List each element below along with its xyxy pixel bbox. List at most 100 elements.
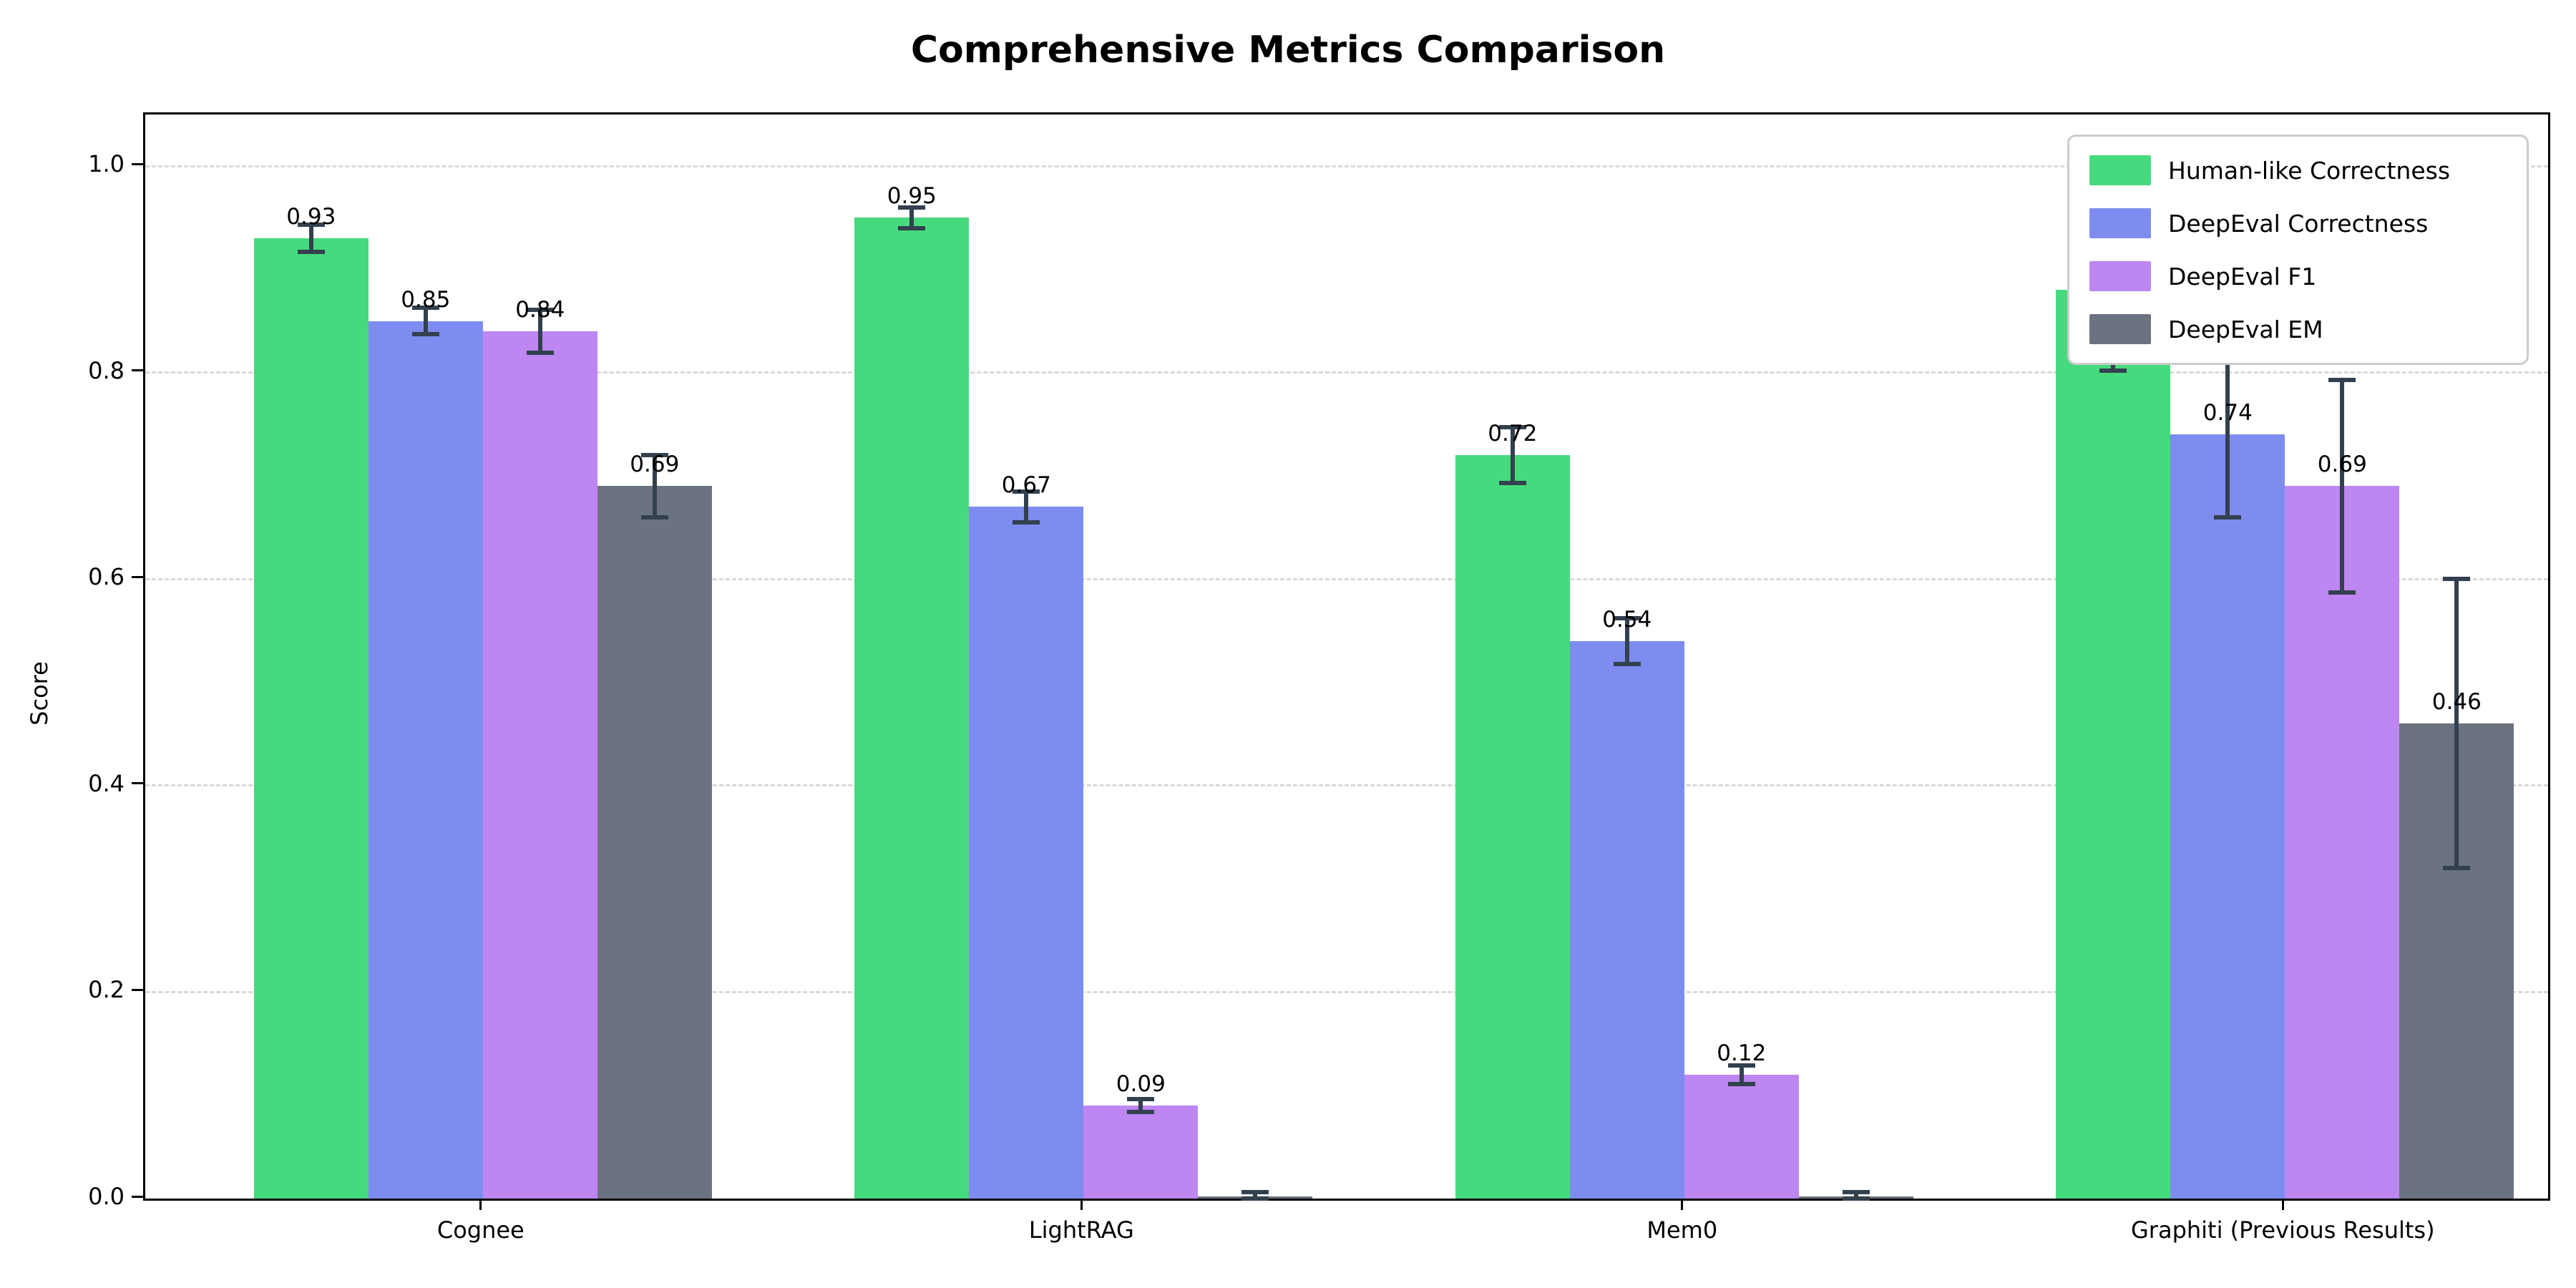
legend-label: DeepEval EM [2168, 315, 2323, 343]
error-bar [423, 307, 428, 335]
bar-value-label: 0.67 [1001, 472, 1051, 499]
error-bar-top-cap [1727, 1063, 1755, 1068]
error-bar [1253, 1192, 1258, 1199]
error-bar-bottom-cap [1498, 481, 1526, 486]
bar-value-label: 0.95 [887, 183, 937, 210]
error-bar [1510, 427, 1515, 484]
x-tick-label: Mem0 [1646, 1216, 1718, 1244]
bar [2170, 434, 2285, 1199]
error-bar-top-cap [2328, 377, 2356, 382]
error-bar-bottom-cap [898, 225, 926, 230]
legend-label: Human-like Correctness [2168, 156, 2451, 185]
error-bar-bottom-cap [2328, 590, 2356, 595]
bar [969, 507, 1084, 1199]
chart-title: Comprehensive Metrics Comparison [910, 29, 1666, 72]
error-bar-top-cap [898, 205, 926, 210]
error-bar-bottom-cap [1727, 1081, 1755, 1086]
y-tick-label: 0.4 [88, 769, 125, 797]
error-bar [1138, 1099, 1143, 1112]
legend-item: DeepEval EM [2089, 314, 2527, 344]
x-tick-label: LightRAG [1028, 1216, 1134, 1244]
bar-value-label: 0.69 [2317, 452, 2367, 478]
legend-swatch [2089, 208, 2151, 238]
error-bar-top-cap [526, 307, 554, 312]
error-bar-bottom-cap [1127, 1109, 1155, 1114]
y-tick-mark [132, 1195, 143, 1198]
bar [1569, 640, 1684, 1199]
gridline [145, 784, 2548, 787]
bar-value-label: 0.09 [1116, 1071, 1166, 1098]
error-bar [1739, 1065, 1744, 1084]
error-bar-top-cap [1842, 1190, 1870, 1195]
bar [854, 218, 970, 1199]
bar-value-label: 0.54 [1602, 606, 1652, 633]
bar [1684, 1074, 1799, 1199]
legend-label: DeepEval Correctness [2168, 209, 2429, 238]
bar [482, 331, 597, 1199]
legend: Human-like Correctness DeepEval Correctne… [2067, 135, 2529, 365]
error-bar-bottom-cap [2099, 368, 2127, 373]
error-bar-top-cap [1498, 425, 1526, 430]
error-bar [308, 225, 313, 252]
error-bar [652, 455, 657, 517]
error-bar [909, 207, 914, 228]
error-bar-top-cap [1127, 1097, 1155, 1102]
error-bar [537, 309, 542, 353]
error-bar [1024, 491, 1029, 522]
x-tick-mark [1080, 1199, 1083, 1210]
error-bar-top-cap [1013, 489, 1040, 494]
error-bar [1853, 1192, 1858, 1199]
error-bar-top-cap [2443, 577, 2471, 582]
legend-item: Human-like Correctness [2089, 155, 2527, 185]
y-tick-label: 0.6 [88, 563, 125, 591]
gridline [145, 990, 2548, 993]
bar-value-label: 0.93 [286, 204, 336, 230]
error-bar [1624, 618, 1629, 664]
y-tick-mark [132, 782, 143, 785]
bar-value-label: 0.74 [2202, 400, 2253, 426]
gridline [145, 577, 2548, 580]
y-tick-label: 0.8 [88, 356, 125, 384]
error-bar-top-cap [297, 223, 325, 228]
bar-value-label: 0.72 [1488, 421, 1538, 447]
y-tick-mark [132, 369, 143, 372]
bar [1455, 455, 1570, 1199]
error-bar-top-cap [1613, 616, 1641, 621]
y-tick-label: 1.0 [88, 150, 125, 178]
error-bar-bottom-cap [2443, 866, 2471, 871]
error-bar-bottom-cap [1013, 519, 1040, 525]
legend-swatch [2089, 155, 2151, 185]
x-tick-mark [1681, 1199, 1684, 1210]
bar [368, 321, 483, 1199]
x-tick-mark [2281, 1199, 2284, 1210]
error-bar-top-cap [640, 453, 668, 458]
error-bar-bottom-cap [411, 332, 439, 337]
bar-value-label: 0.46 [2431, 689, 2482, 716]
bar [1083, 1106, 1199, 1199]
error-bar-top-cap [1241, 1190, 1269, 1195]
error-bar-bottom-cap [1613, 661, 1641, 666]
error-bar-top-cap [411, 305, 439, 310]
y-tick-mark [132, 162, 143, 165]
legend-item: DeepEval F1 [2089, 261, 2527, 291]
error-bar-bottom-cap [526, 351, 554, 356]
bar-value-label: 0.12 [1717, 1040, 1767, 1066]
y-tick-label: 0.0 [88, 1183, 125, 1210]
x-tick-mark [479, 1199, 482, 1210]
gridline [145, 165, 2548, 167]
bar-value-label: 0.69 [630, 452, 680, 478]
error-bar [2454, 579, 2459, 869]
bar [2285, 486, 2400, 1199]
legend-swatch [2089, 261, 2151, 291]
gridline [145, 371, 2548, 374]
error-bar [2340, 379, 2345, 593]
y-tick-mark [132, 988, 143, 991]
bar [597, 486, 712, 1199]
y-tick-mark [132, 575, 143, 578]
y-axis-label: Score [26, 661, 53, 726]
legend-item: DeepEval Correctness [2089, 208, 2527, 238]
x-tick-label: Graphiti (Previous Results) [2131, 1216, 2435, 1244]
error-bar-bottom-cap [640, 514, 668, 519]
error-bar [2225, 351, 2230, 517]
